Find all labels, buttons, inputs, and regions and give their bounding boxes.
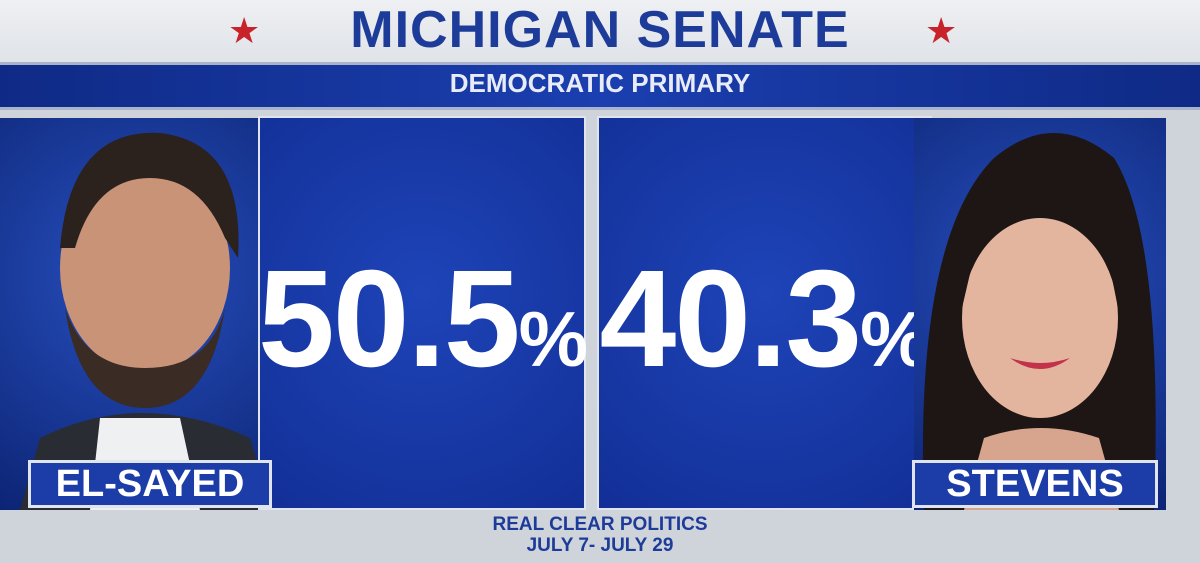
title-band: [0, 0, 1200, 66]
result-panel: [597, 116, 932, 510]
percentage-unit: %: [518, 295, 588, 383]
candidate-name: STEVENS: [912, 460, 1158, 508]
source: REAL CLEAR POLITICS JULY 7- JULY 29: [0, 514, 1200, 556]
source-dates: JULY 7- JULY 29: [526, 535, 674, 556]
percentage: 50.5%: [258, 240, 588, 396]
percentage: 40.3%: [597, 240, 932, 396]
result-panel: [258, 116, 586, 510]
candidate-photo: [0, 118, 272, 510]
candidate-name: EL-SAYED: [28, 460, 272, 508]
title: MICHIGAN SENATE: [350, 1, 850, 59]
candidate-photo: [914, 118, 1166, 510]
subtitle-band: [0, 62, 1200, 110]
percentage-value: 40.3: [599, 242, 863, 396]
star-icon: ★: [925, 10, 958, 51]
source-name: REAL CLEAR POLITICS: [492, 514, 708, 535]
photo-silhouette: [922, 133, 1156, 510]
star-icon: ★: [228, 10, 261, 51]
photo-silhouette: [20, 132, 272, 510]
subtitle: DEMOCRATIC PRIMARY: [449, 68, 751, 98]
percentage-value: 50.5: [258, 242, 521, 396]
